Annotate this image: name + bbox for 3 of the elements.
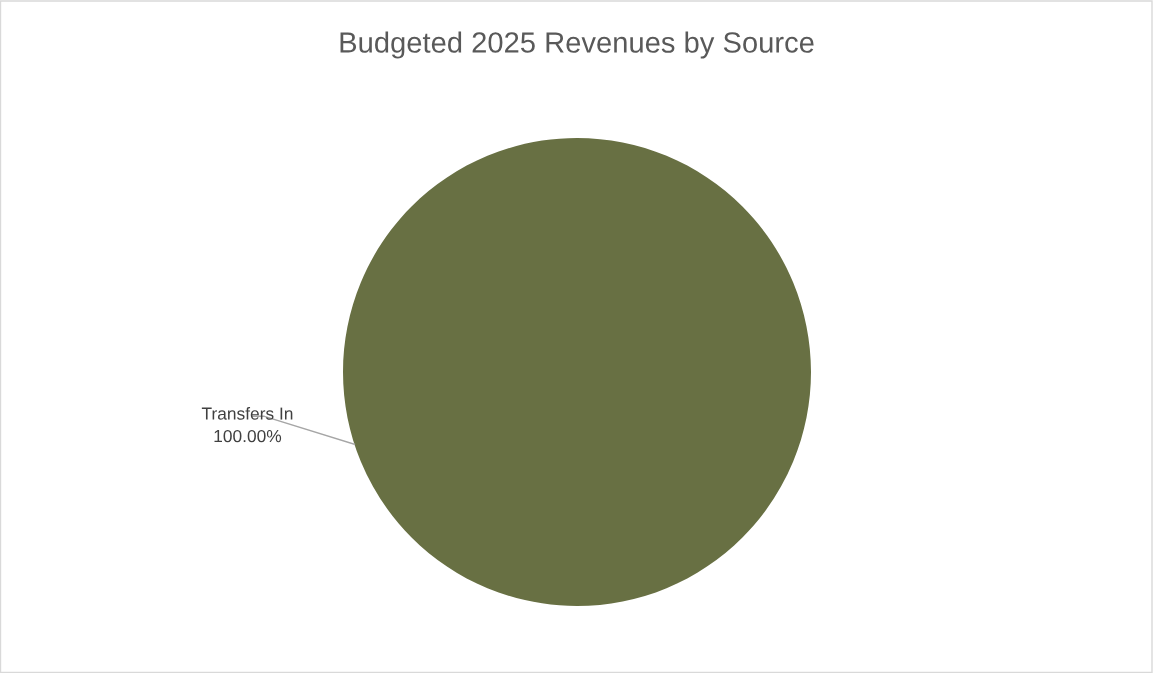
slice-label: Transfers In [201,407,293,420]
data-label: 100.00% [214,429,282,443]
chart-title: Budgeted 2025 Revenues by Source [340,31,814,59]
